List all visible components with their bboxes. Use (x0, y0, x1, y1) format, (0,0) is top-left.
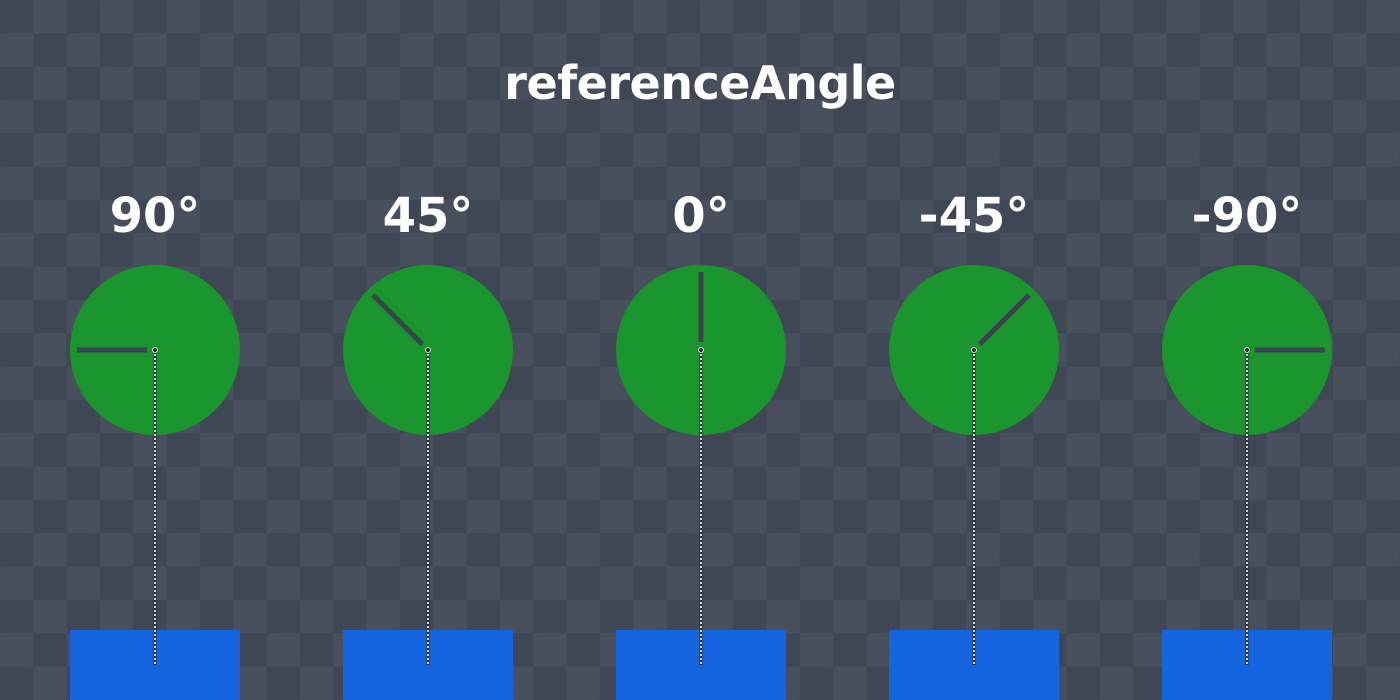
angle-label: 45° (383, 188, 474, 244)
angle-indicator-line (977, 293, 1031, 347)
anchor-point (698, 347, 704, 353)
joint-example: 45° (343, 188, 513, 700)
joint-example: -45° (889, 188, 1059, 700)
anchor-point (425, 347, 431, 353)
angle-indicator-line (371, 293, 425, 347)
anchor-point (152, 347, 158, 353)
joint-group: 90° 45° 0° -45° -90° (70, 188, 1332, 700)
joint-example: 0° (616, 188, 786, 700)
anchor-point (1244, 347, 1250, 353)
joint-example: -90° (1162, 188, 1332, 700)
diagram-title: referenceAngle (504, 56, 896, 110)
joint-example: 90° (70, 188, 240, 700)
angle-label: -90° (1192, 188, 1303, 244)
angle-label: 0° (672, 188, 729, 244)
anchor-point (971, 347, 977, 353)
angle-label: -45° (919, 188, 1030, 244)
angle-label: 90° (110, 188, 201, 244)
